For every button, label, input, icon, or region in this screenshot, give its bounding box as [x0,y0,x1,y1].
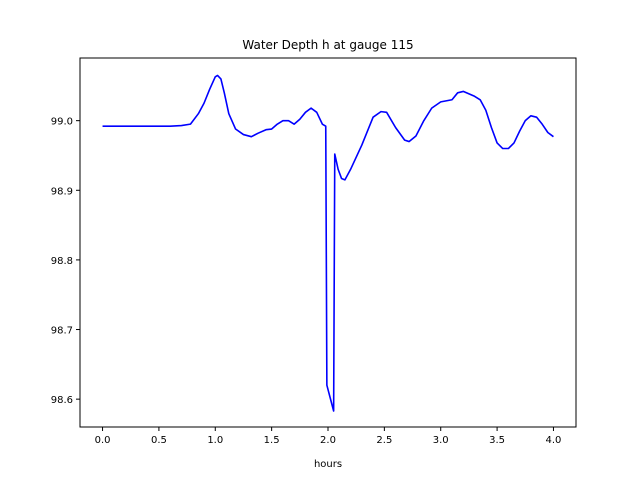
y-tick-label: 99.0 [51,117,73,128]
x-tick-label: 1.0 [207,435,223,446]
x-axis-label: hours [314,459,342,470]
x-tick-label: 4.0 [546,435,562,446]
y-tick-label: 98.7 [51,326,73,337]
x-tick-label: 0.0 [95,435,111,446]
series-layer [102,74,554,412]
y-tick-label: 98.9 [51,186,73,197]
series-line-0 [102,74,554,412]
x-tick-label: 3.0 [433,435,449,446]
x-tick-label: 0.5 [151,435,167,446]
x-tick-label: 3.5 [489,435,505,446]
chart-title: Water Depth h at gauge 115 [242,38,413,52]
x-tick-label: 1.5 [264,435,280,446]
x-tick-label: 2.0 [320,435,336,446]
y-tick-label: 98.8 [51,256,73,267]
x-tick-label: 2.5 [376,435,392,446]
x-axis: 0.0 0.5 1.0 1.5 2.0 2.5 3.0 3.5 4.0 [95,427,562,446]
y-axis: 98.6 98.7 98.8 98.9 99.0 [51,117,80,406]
y-tick-label: 98.6 [51,395,73,406]
